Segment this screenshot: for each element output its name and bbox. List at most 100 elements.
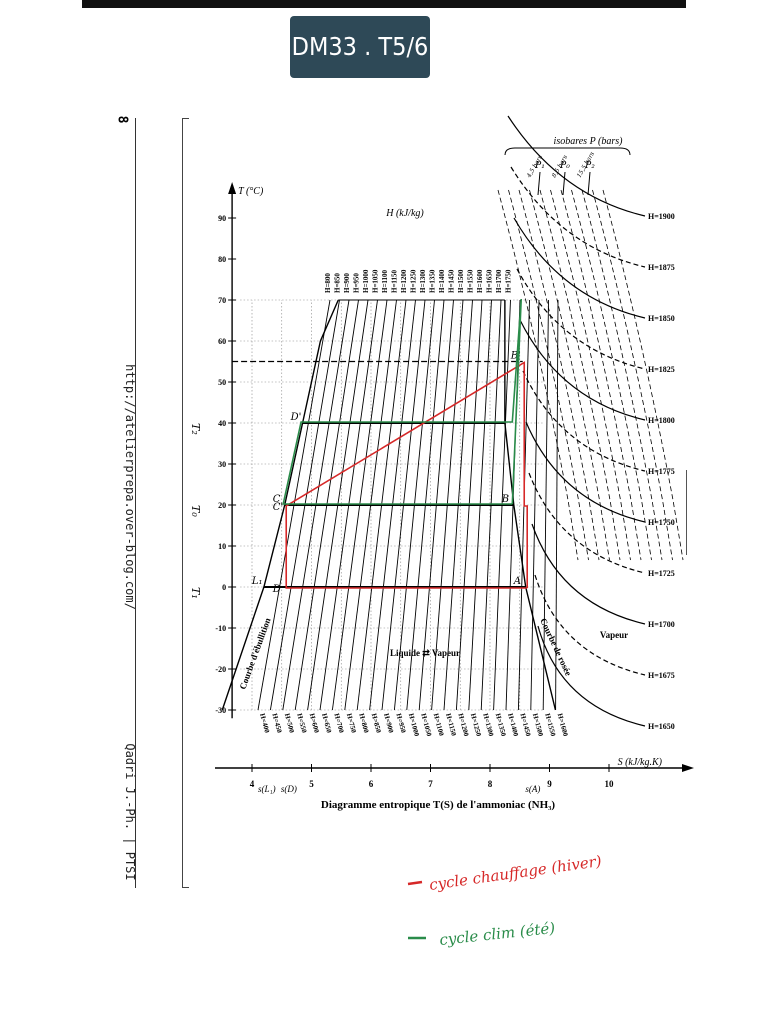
point-label: C' <box>273 502 283 513</box>
margin-rule <box>135 118 136 888</box>
isenthalp-top-label: H=1650 <box>486 269 494 293</box>
isenthalp-label: H=1500 <box>531 712 545 737</box>
isobar-name: P₂ <box>584 161 595 171</box>
isobar-line <box>571 189 652 561</box>
isenthalp-line <box>542 299 549 711</box>
page-frame <box>182 118 189 888</box>
chart-cycles <box>282 298 529 589</box>
legend-heating-swatch <box>407 880 423 886</box>
point-label: D' <box>290 412 302 423</box>
isobar-line <box>550 189 631 561</box>
temperature-mark: T₁ <box>189 587 202 599</box>
x-tick-label: 6 <box>369 779 374 789</box>
isobar-line <box>539 189 621 561</box>
y-tick-label: 80 <box>218 255 226 264</box>
isenthalp-top-label: H=1200 <box>400 269 408 293</box>
isenthalp-top-label: H=1600 <box>476 269 484 293</box>
isenthalp-top-label: H=1050 <box>372 269 380 293</box>
point-label: C <box>273 494 281 505</box>
isenthalp-top-label: H=1700 <box>495 269 503 293</box>
isenthalp-label: H=450 <box>270 712 283 734</box>
x-tick-label: 5 <box>309 779 314 789</box>
isenthalp-top-label: H=1250 <box>410 269 418 293</box>
legend-cooling-label: cycle clim (été) <box>439 919 557 949</box>
y-tick-label: 70 <box>218 296 226 305</box>
chart-legend: cycle chauffage (hiver) cycle clim (été) <box>407 852 603 949</box>
isenthalp-line <box>555 299 559 711</box>
temperature-mark: T₀ <box>189 505 202 517</box>
saturated-liquid-curve <box>221 299 339 711</box>
isenthalp-top-label: H=850 <box>334 273 342 293</box>
isenthalp-superheated <box>528 472 646 574</box>
isenthalp-superheated <box>513 217 646 319</box>
isenthalp-label: H=1200 <box>456 712 470 737</box>
x-mark-label: s(D) <box>281 784 297 794</box>
isenthalp-top-label: H=1000 <box>362 269 370 293</box>
x-mark-label: s(L₁) <box>258 784 276 794</box>
isenthalp-label: H=550 <box>295 712 308 734</box>
isenthalp-label: H=650 <box>320 712 333 734</box>
chart-title: Diagramme entropique T(S) de l'ammoniac … <box>321 799 556 811</box>
point-label: D <box>272 584 281 595</box>
page-edge <box>686 470 687 555</box>
isenthalp-top-label: H=800 <box>324 273 332 293</box>
isenthalp-top-label: H=1750 <box>505 269 513 293</box>
isenthalp-superheated <box>522 370 646 472</box>
isenthalp-label: H=1450 <box>518 712 532 737</box>
isenthalp-superheated <box>516 268 646 370</box>
isenthalp-right-label: H=1875 <box>648 263 675 272</box>
legend-heating-label: cycle chauffage (hiver) <box>428 852 603 894</box>
isenthalp-top-label: H=1550 <box>467 269 475 293</box>
isenthalp-top-label: H=1150 <box>391 269 399 293</box>
isenthalp-label: H=1350 <box>494 712 508 737</box>
point-label: A <box>513 576 521 587</box>
isenthalp-right-label: H=1800 <box>648 416 675 425</box>
isenthalp-label: H=750 <box>345 712 358 734</box>
x-tick-label: 9 <box>547 779 552 789</box>
isobar-line <box>581 189 663 561</box>
top-border <box>82 0 686 8</box>
isenthalp-top-label: H=900 <box>343 273 351 293</box>
isenthalp-right-label: H=1700 <box>648 620 675 629</box>
y-tick-label: 10 <box>218 542 226 551</box>
chart-curves <box>215 115 694 772</box>
isenthalp-label: H=1600 <box>556 712 570 737</box>
isenthalp-label: H=700 <box>332 712 345 734</box>
x-mark-label: s(A) <box>525 784 540 794</box>
y-axis-label: T (°C) <box>238 186 264 197</box>
isobar-line <box>592 189 673 561</box>
isenthalp-top-label: H=1100 <box>381 269 389 293</box>
isenthalp-top-label: H=1450 <box>448 269 456 293</box>
isobars-brace <box>504 147 631 156</box>
isenthalp-label: H=1100 <box>432 712 446 737</box>
isenthalp-label: H=1150 <box>444 712 458 737</box>
isenthalp-top-label: H=1350 <box>429 269 437 293</box>
isenthalp-label: H=850 <box>370 712 383 734</box>
isenthalp-top-label: H=1400 <box>438 269 446 293</box>
isenthalp-superheated <box>534 574 646 676</box>
isenthalp-right-label: H=1775 <box>648 467 675 476</box>
isenthalp-line <box>530 299 540 711</box>
isenthalp-label: H=400 <box>258 712 271 734</box>
isenthalp-right-label: H=1825 <box>648 365 675 374</box>
exercise-badge: DM33 . T5/6 <box>290 16 430 78</box>
isenthalp-label: H=600 <box>308 712 321 734</box>
isenthalp-label: H=500 <box>283 712 296 734</box>
isenthalp-label: H=1550 <box>543 712 557 737</box>
isobar-line <box>518 189 600 561</box>
y-axis-arrow <box>228 182 237 194</box>
x-tick-label: 8 <box>488 779 493 789</box>
isenthalp-label: H=900 <box>382 712 395 734</box>
liquid-curve-label: Courbe d'ébullition <box>237 617 272 691</box>
isobar-line <box>560 189 642 561</box>
isobar-line <box>508 189 589 561</box>
isenthalp-top-label: H=950 <box>353 273 361 293</box>
vapor-region-label: Vapeur <box>600 630 628 640</box>
y-tick-label: 0 <box>222 583 226 592</box>
isenthalp-superheated <box>519 319 646 421</box>
point-label: B' <box>510 351 521 362</box>
x-tick-label: 7 <box>428 779 433 789</box>
heating-cycle-line <box>285 361 529 589</box>
x-tick-label: 10 <box>605 779 615 789</box>
